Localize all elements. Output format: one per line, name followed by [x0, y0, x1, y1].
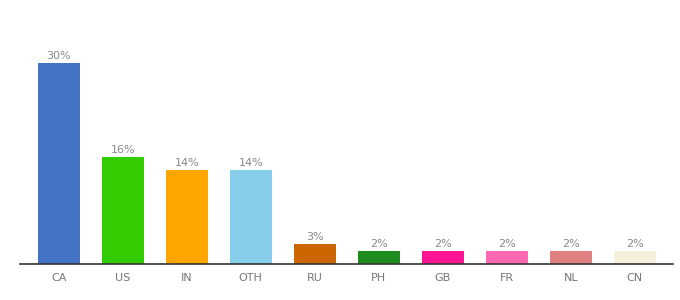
- Text: 2%: 2%: [434, 238, 452, 249]
- Text: 14%: 14%: [175, 158, 199, 168]
- Text: 30%: 30%: [46, 51, 71, 61]
- Bar: [102, 157, 143, 264]
- Bar: [486, 250, 528, 264]
- Bar: [614, 250, 656, 264]
- Bar: [550, 250, 592, 264]
- Bar: [422, 250, 464, 264]
- Bar: [294, 244, 336, 264]
- Text: 3%: 3%: [306, 232, 324, 242]
- Text: 2%: 2%: [370, 238, 388, 249]
- Bar: [38, 63, 80, 264]
- Text: 2%: 2%: [562, 238, 579, 249]
- Text: 16%: 16%: [110, 145, 135, 155]
- Text: 14%: 14%: [239, 158, 263, 168]
- Text: 2%: 2%: [626, 238, 644, 249]
- Bar: [166, 170, 207, 264]
- Bar: [358, 250, 400, 264]
- Bar: [230, 170, 271, 264]
- Text: 2%: 2%: [498, 238, 515, 249]
